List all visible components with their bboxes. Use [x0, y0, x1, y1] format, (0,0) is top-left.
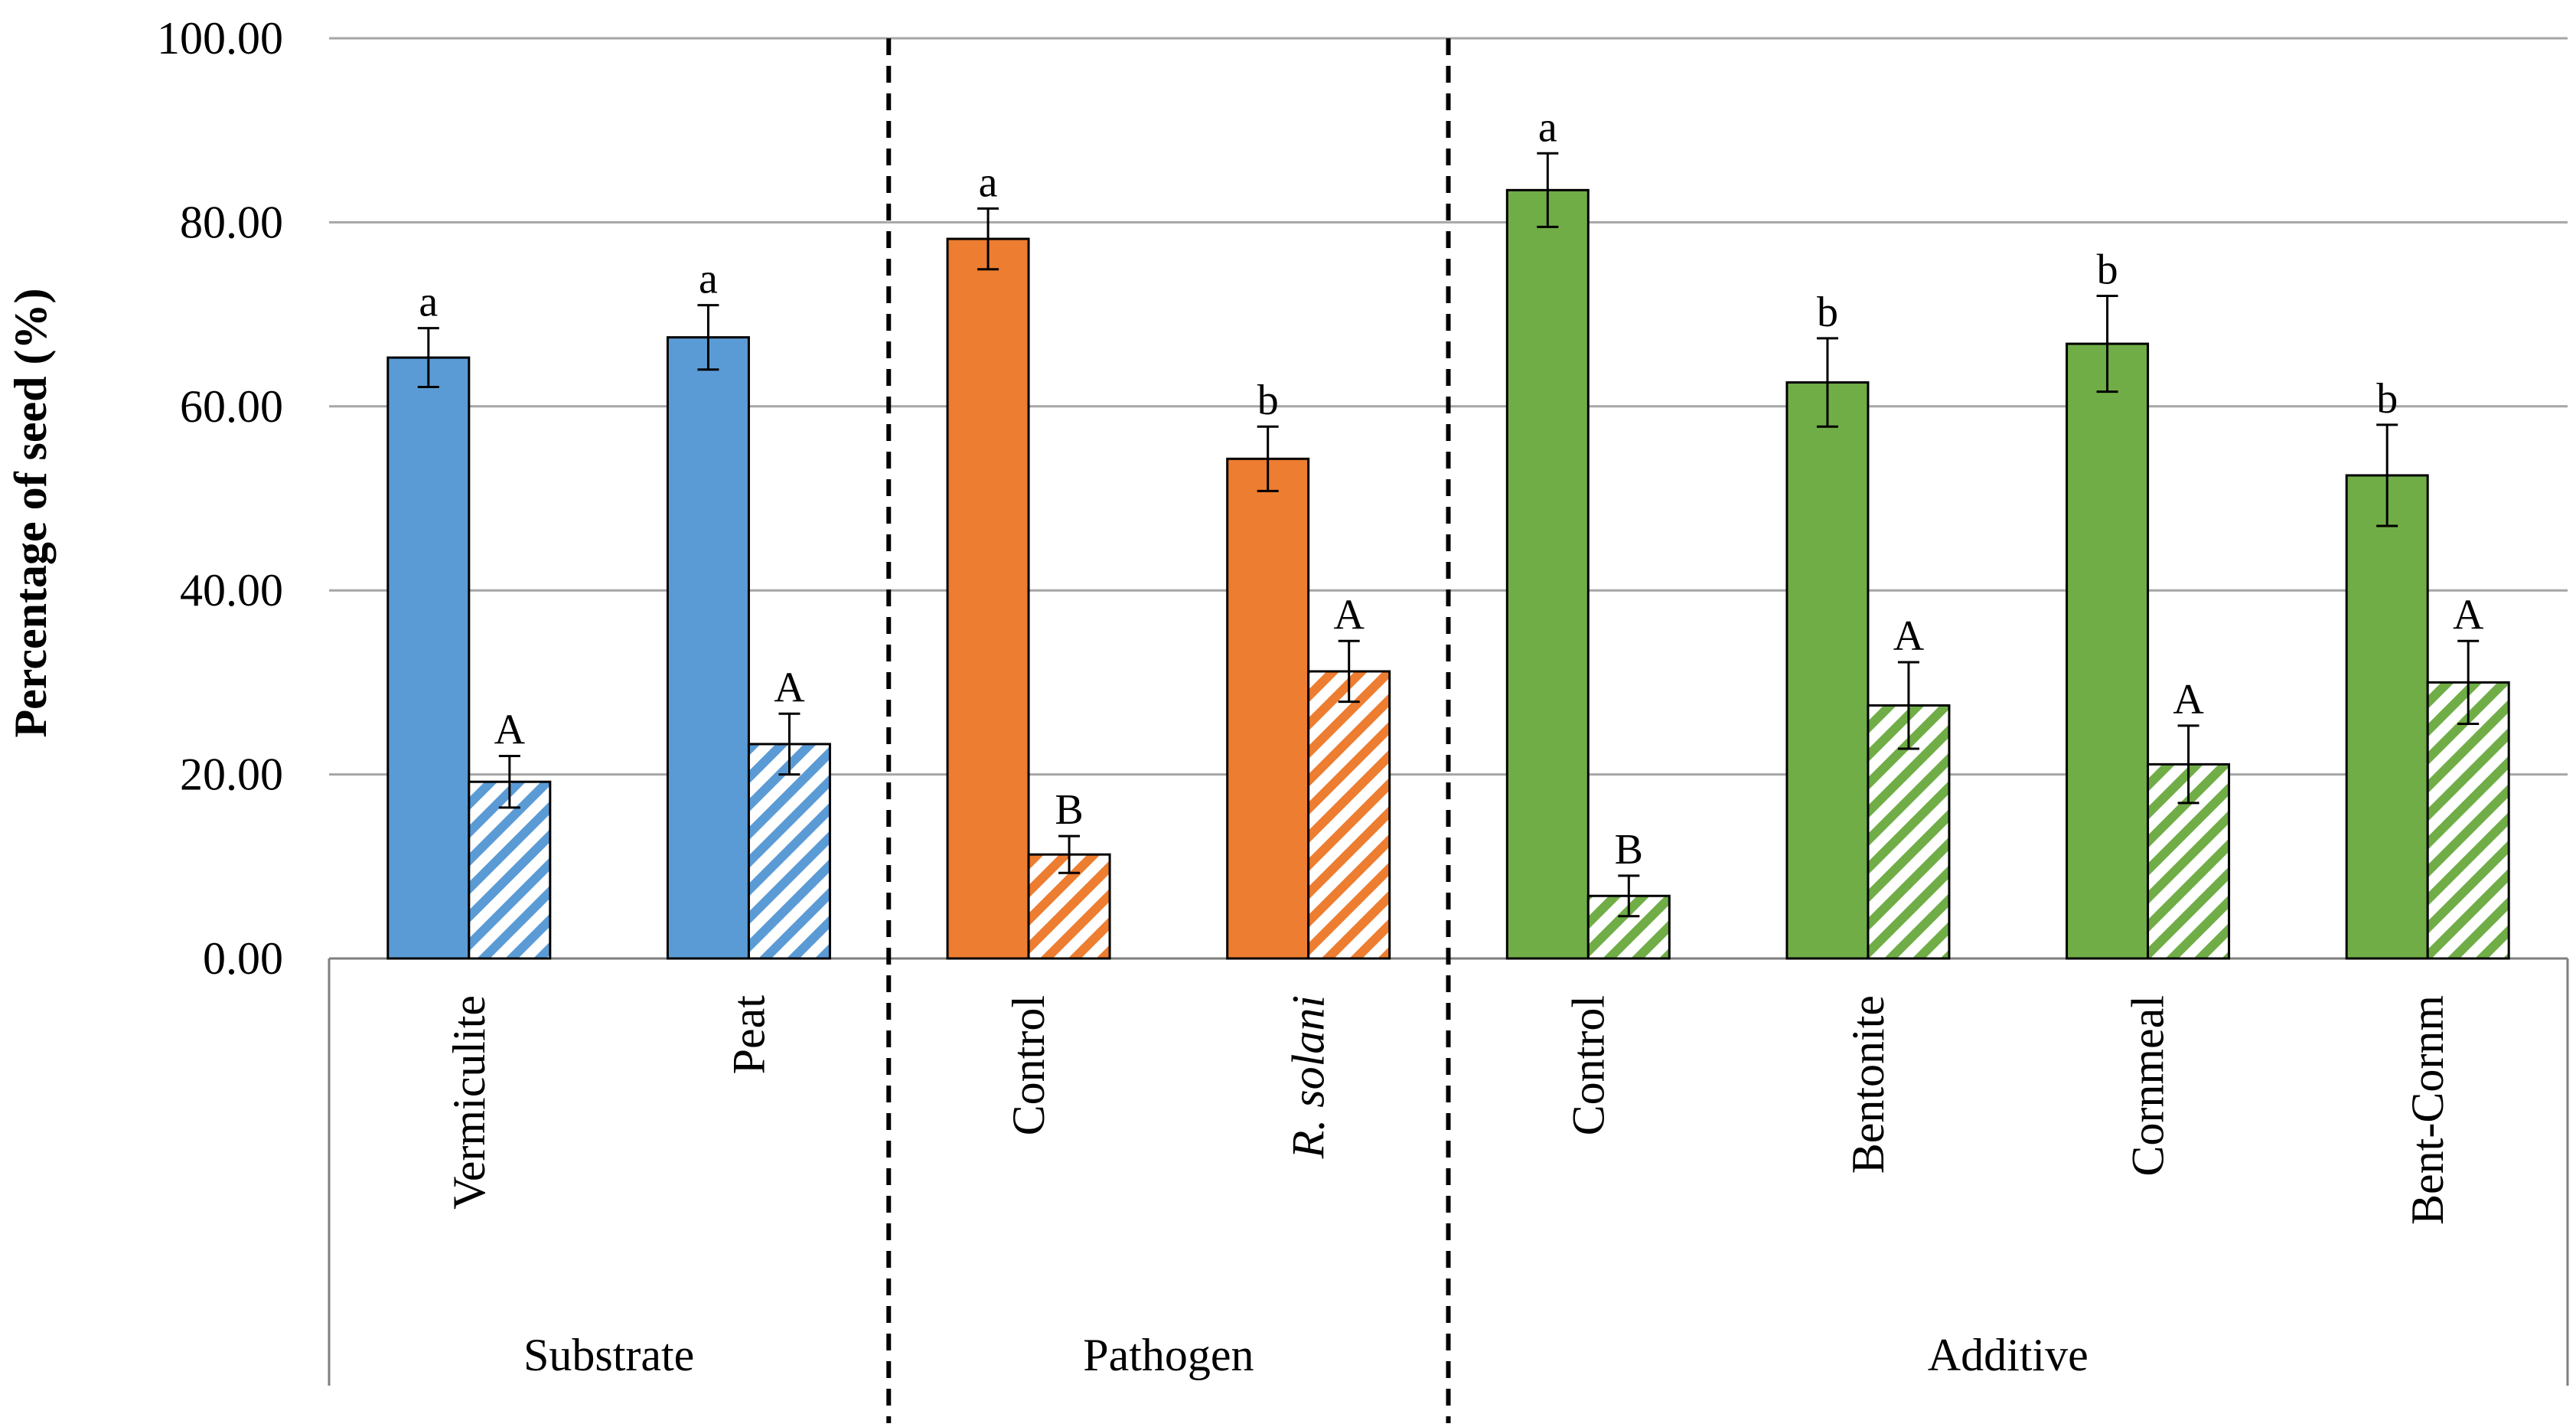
significance-label-solid: a [419, 279, 438, 326]
y-tick-label: 100.00 [157, 13, 283, 64]
bars [386, 152, 2510, 960]
significance-label-hatched: A [774, 664, 805, 711]
y-tick-label: 0.00 [203, 933, 283, 984]
category-label: Cornmeal [2123, 995, 2173, 1177]
y-tick-label: 60.00 [180, 381, 283, 432]
significance-label-hatched: A [2173, 676, 2204, 723]
category-label: Bent-Cornm [2402, 995, 2453, 1225]
group-label-pathogen: Pathogen [1083, 1330, 1254, 1380]
labels: 0.00 20.00 40.00 60.00 80.00 100.00 Substrate P… [157, 13, 2484, 1380]
significance-label-solid: a [699, 256, 718, 303]
category-label: Vermiculite [444, 995, 494, 1210]
significance-label-hatched: A [2453, 591, 2484, 638]
y-tick-label: 80.00 [180, 197, 283, 247]
significance-label-solid: b [2097, 247, 2118, 294]
significance-label-hatched: A [1333, 591, 1365, 638]
category-axis-frame [328, 38, 2569, 1423]
group-label-additive: Additive [1928, 1330, 2089, 1380]
bar-hatched [1307, 670, 1391, 960]
bar-solid [1785, 381, 1870, 960]
bar-solid [946, 237, 1030, 960]
bar-solid [386, 356, 471, 960]
category-label: Control [1563, 995, 1613, 1135]
significance-label-hatched: A [494, 707, 526, 754]
y-tick-label: 20.00 [180, 749, 283, 800]
category-label: Bentonite [1843, 995, 1893, 1174]
significance-label-solid: a [1538, 103, 1557, 151]
significance-label-hatched: A [1893, 612, 1925, 660]
significance-label-solid: a [979, 158, 998, 206]
bar-solid [2066, 342, 2150, 960]
significance-label-hatched: B [1055, 786, 1083, 834]
category-label: R. solani [1283, 995, 1334, 1159]
bar-hatched [747, 743, 831, 960]
bar-solid [2345, 474, 2429, 960]
category-label: Control [1003, 995, 1054, 1135]
y-tick-label: 40.00 [180, 565, 283, 616]
significance-label-solid: b [1257, 377, 1279, 424]
category-label: Peat [723, 995, 774, 1075]
bar-hatched [2426, 681, 2510, 960]
significance-label-hatched: B [1615, 826, 1643, 874]
y-axis-label: Percentage of seed (%) [5, 289, 56, 738]
bar-solid [1505, 188, 1590, 960]
significance-label-solid: b [1817, 289, 1838, 336]
significance-label-solid: b [2376, 375, 2398, 423]
bar-solid [666, 336, 750, 960]
bar-solid [1226, 457, 1310, 960]
group-label-substrate: Substrate [523, 1330, 694, 1380]
